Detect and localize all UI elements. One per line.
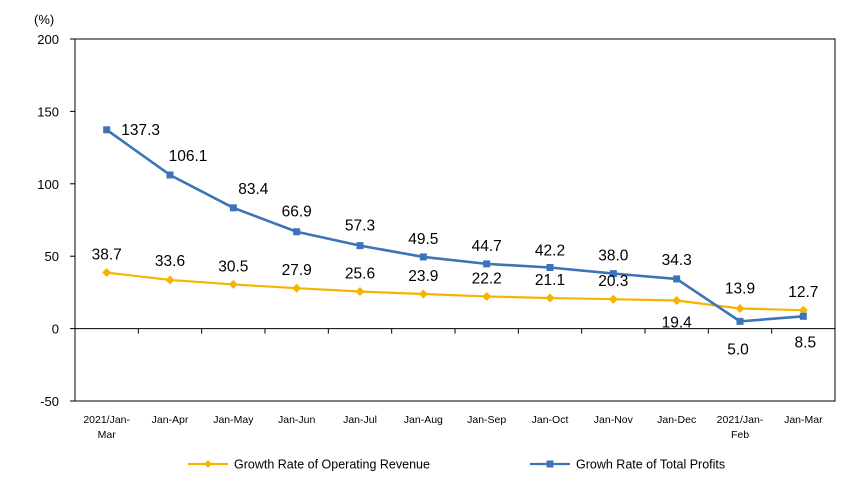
data-label: 66.9 [282, 204, 312, 221]
data-label: 20.3 [598, 273, 628, 290]
x-tick-label: Jan-Dec [657, 414, 696, 426]
data-point-marker [735, 303, 745, 313]
y-tick-label: 150 [37, 104, 59, 119]
data-point-marker [482, 291, 492, 301]
data-point-marker [419, 253, 427, 261]
data-labels: 38.7 33.6 30.5 27.9 25.6 23.9 22.2 21.1 20.3 19.4… [92, 122, 819, 359]
data-label: 21.1 [535, 272, 565, 289]
data-point-marker [418, 289, 428, 299]
series-group [102, 126, 808, 325]
data-point-marker [798, 305, 808, 315]
data-point-marker [609, 270, 617, 278]
data-point-marker [672, 296, 682, 306]
data-label: 34.3 [662, 252, 692, 269]
x-tick-label: Jan-Apr [152, 414, 189, 426]
data-point-marker [292, 283, 302, 293]
data-label: 49.5 [408, 231, 438, 248]
data-point-marker [483, 260, 491, 268]
data-point-marker [546, 263, 554, 271]
data-point-marker [166, 171, 174, 179]
x-tick-label: Jan-Oct [532, 414, 569, 426]
y-tick-label: 0 [52, 322, 59, 337]
data-point-marker [229, 204, 237, 212]
data-label: 106.1 [169, 148, 208, 165]
data-point-marker [355, 287, 365, 297]
data-label: 38.0 [598, 248, 629, 265]
y-tick-label: -50 [40, 394, 59, 409]
plot-area [74, 38, 836, 402]
data-point-marker [102, 268, 112, 278]
x-tick-label: Jan-Mar [784, 414, 823, 426]
data-point-marker [545, 293, 555, 303]
data-point-marker [165, 275, 175, 285]
x-tick-label: Jan-Nov [594, 414, 634, 426]
data-point-marker [799, 312, 807, 320]
x-tick-label: 2021/Jan-Feb [717, 414, 764, 441]
data-label: 83.4 [238, 181, 269, 198]
data-label: 57.3 [345, 218, 375, 235]
legend-marker [546, 460, 554, 468]
series-line-operating-revenue [106, 271, 804, 312]
legend-label: Growth Rate of Operating Revenue [234, 458, 430, 472]
y-tick-label: 200 [37, 32, 59, 47]
y-tick-label: 100 [37, 177, 59, 192]
data-point-marker [228, 279, 238, 289]
x-tick-label: Jan-Sep [467, 414, 506, 426]
data-label: 23.9 [408, 268, 438, 285]
data-point-marker [736, 317, 744, 325]
data-label: 38.7 [92, 247, 122, 264]
data-label: 27.9 [282, 262, 312, 279]
data-label: 25.6 [345, 266, 375, 283]
data-point-marker [673, 275, 681, 283]
x-tick-label: Jan-Aug [404, 414, 443, 426]
data-label: 12.7 [788, 284, 818, 301]
data-label: 42.2 [535, 242, 565, 259]
data-label: 30.5 [218, 258, 248, 275]
y-axis-unit-label: (%) [34, 12, 54, 27]
data-label: 13.9 [725, 280, 755, 297]
data-label: 22.2 [472, 270, 502, 287]
data-label: 8.5 [795, 334, 817, 351]
series-line-total-profits [105, 128, 804, 323]
y-tick-label: 50 [45, 249, 59, 264]
x-tick-label: Jan-May [213, 414, 254, 426]
legend-marker [204, 460, 212, 468]
x-tick-label: Jan-Jul [343, 414, 377, 426]
data-point-marker [293, 228, 301, 236]
data-label: 19.4 [662, 315, 693, 332]
x-tick-label: Jan-Jun [278, 414, 316, 426]
data-label: 5.0 [727, 341, 749, 358]
legend: Growth Rate of Operating Revenue Growh Ra… [188, 458, 725, 472]
x-tick-label: 2021/Jan-Mar [83, 414, 130, 441]
data-point-marker [356, 242, 364, 250]
data-point-marker [608, 294, 618, 304]
data-label: 44.7 [472, 238, 502, 255]
data-point-marker [103, 126, 111, 134]
data-label: 137.3 [121, 122, 160, 139]
x-axis: 2021/Jan-Mar Jan-Apr Jan-May Jan-Jun Jan-Jul… [74, 328, 836, 441]
legend-label: Growh Rate of Total Profits [576, 458, 725, 472]
y-axis: -50 0 50 100 150 200 [37, 32, 75, 409]
data-label: 33.6 [155, 253, 185, 270]
